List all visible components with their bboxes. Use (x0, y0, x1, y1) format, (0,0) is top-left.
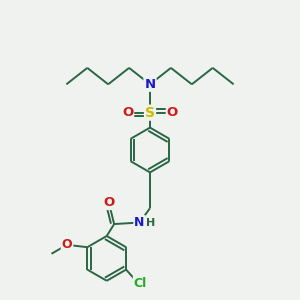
Text: O: O (122, 106, 133, 119)
Text: O: O (103, 196, 114, 209)
Text: N: N (134, 216, 145, 229)
Text: O: O (62, 238, 72, 251)
Text: H: H (146, 218, 155, 228)
Text: S: S (145, 106, 155, 120)
Text: N: N (144, 78, 156, 91)
Text: Cl: Cl (134, 277, 147, 290)
Text: O: O (167, 106, 178, 119)
